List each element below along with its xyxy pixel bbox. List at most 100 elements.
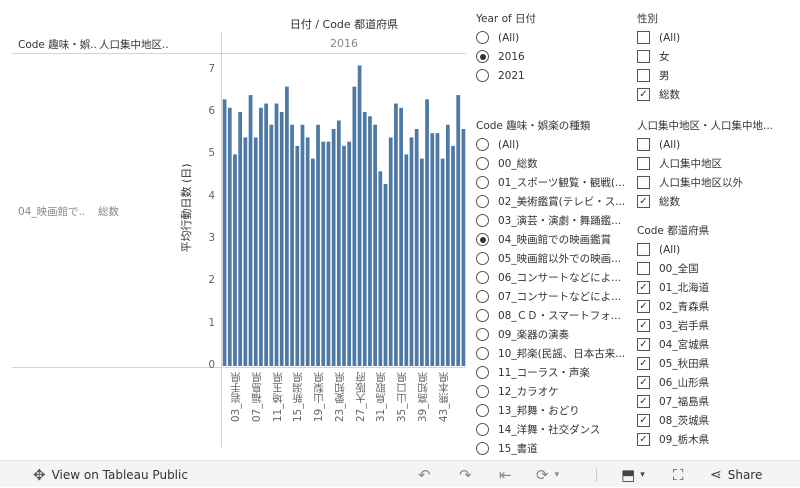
bar-25_滋賀県[interactable] — [347, 141, 352, 366]
bar-10_群馬県[interactable] — [269, 124, 274, 366]
checkbox[interactable]: ✓ — [637, 338, 650, 351]
radio-button[interactable] — [476, 157, 489, 170]
bar-28_兵庫県[interactable] — [362, 112, 367, 366]
bar-20_長野県[interactable] — [321, 141, 326, 366]
bar-14_神奈川県[interactable] — [290, 124, 294, 366]
pref-filter-option[interactable]: (All) — [637, 240, 785, 259]
radio-button[interactable] — [476, 252, 489, 265]
download-button[interactable]: ⬒ ▾ — [621, 461, 645, 488]
bar-42_長崎県[interactable] — [435, 133, 440, 366]
area-filter-option[interactable]: (All) — [637, 135, 785, 154]
checkbox[interactable]: ✓ — [637, 433, 650, 446]
bar-41_佐賀県[interactable] — [430, 133, 435, 366]
sex-filter-option[interactable]: 女 — [637, 47, 785, 66]
radio-button[interactable] — [476, 309, 489, 322]
radio-button[interactable] — [476, 138, 489, 151]
bar-11_埼玉県[interactable] — [274, 103, 279, 366]
radio-button[interactable] — [476, 214, 489, 227]
radio-button[interactable] — [476, 328, 489, 341]
hobby-filter-option[interactable]: 14_洋舞・社交ダンス — [476, 420, 628, 439]
bar-06_山形県[interactable] — [248, 95, 253, 366]
hobby-filter-option[interactable]: 03_演芸・演劇・舞踊鑑... — [476, 211, 628, 230]
pref-filter-option[interactable]: ✓ 09_栃木県 — [637, 430, 785, 449]
row-label-area[interactable]: 総数 — [98, 206, 119, 218]
bar-02_青森県[interactable] — [227, 107, 232, 366]
checkbox[interactable] — [637, 262, 650, 275]
checkbox[interactable]: ✓ — [637, 376, 650, 389]
bar-23_愛知県[interactable] — [336, 120, 341, 367]
hobby-filter-option[interactable]: 10_邦楽(民謡、日本古来... — [476, 344, 628, 363]
checkbox[interactable] — [637, 138, 650, 151]
bar-08_茨城県[interactable] — [259, 107, 263, 366]
bar-16_富山県[interactable] — [300, 124, 305, 366]
radio-button[interactable] — [476, 31, 489, 44]
year-filter-option[interactable]: (All) — [476, 28, 626, 47]
pref-filter-option[interactable]: ✓ 02_青森県 — [637, 297, 785, 316]
bar-36_徳島県[interactable] — [404, 154, 409, 366]
bar-29_奈良県[interactable] — [368, 116, 372, 366]
checkbox[interactable]: ✓ — [637, 195, 650, 208]
row-header-hobby[interactable]: Code 趣味・娯.. — [18, 39, 97, 51]
bar-37_香川県[interactable] — [409, 137, 414, 366]
hobby-filter-option[interactable]: 00_総数 — [476, 154, 628, 173]
radio-button[interactable] — [476, 442, 489, 455]
bar-44_大分県[interactable] — [445, 124, 450, 366]
pref-filter-option[interactable]: ✓ 08_茨城県 — [637, 411, 785, 430]
bar-43_熊本県[interactable] — [440, 158, 445, 366]
pref-filter-option[interactable]: ✓ 03_岩手県 — [637, 316, 785, 335]
radio-button[interactable] — [476, 195, 489, 208]
bar-46_鹿児島県[interactable] — [456, 95, 461, 366]
hobby-filter-option[interactable]: 06_コンサートなどによ... — [476, 268, 628, 287]
checkbox[interactable]: ✓ — [637, 414, 650, 427]
bar-38_愛媛県[interactable] — [414, 128, 419, 366]
checkbox[interactable] — [637, 157, 650, 170]
radio-button[interactable] — [476, 271, 489, 284]
bar-40_福岡県[interactable] — [425, 99, 429, 366]
pref-filter-option[interactable]: ✓ 07_福島県 — [637, 392, 785, 411]
pref-filter-option[interactable]: ✓ 05_秋田県 — [637, 354, 785, 373]
hobby-filter-option[interactable]: 09_楽器の演奏 — [476, 325, 628, 344]
bar-01_北海道[interactable] — [222, 99, 227, 366]
bar-09_栃木県[interactable] — [264, 103, 268, 366]
pref-filter-option[interactable]: ✓ 06_山形県 — [637, 373, 785, 392]
year-filter-option[interactable]: 2016 — [476, 47, 626, 66]
pref-filter-option[interactable]: 00_全国 — [637, 259, 785, 278]
bar-17_石川県[interactable] — [305, 137, 310, 366]
bar-39_高知県[interactable] — [420, 158, 424, 366]
undo-button[interactable]: ↶ — [418, 461, 431, 488]
bar-35_山口県[interactable] — [399, 107, 403, 366]
checkbox[interactable] — [637, 31, 650, 44]
hobby-filter-option[interactable]: 05_映画館以外での映画... — [476, 249, 628, 268]
bar-26_京都府[interactable] — [352, 86, 357, 366]
bar-47_沖縄県[interactable] — [461, 128, 466, 366]
sex-filter-option[interactable]: ✓ 総数 — [637, 85, 785, 104]
hobby-filter-option[interactable]: 15_書道 — [476, 439, 628, 458]
bar-30_和歌山県[interactable] — [373, 124, 378, 366]
checkbox[interactable] — [637, 69, 650, 82]
bar-15_新潟県[interactable] — [295, 145, 300, 366]
hobby-filter-option[interactable]: 02_美術鑑賞(テレビ・ス... — [476, 192, 628, 211]
pref-filter-option[interactable]: ✓ 04_宮城県 — [637, 335, 785, 354]
bar-03_岩手県[interactable] — [233, 154, 237, 366]
hobby-filter-option[interactable]: (All) — [476, 135, 628, 154]
refresh-button[interactable]: ⟳ ▾ — [536, 461, 559, 488]
radio-button[interactable] — [476, 50, 489, 63]
checkbox[interactable]: ✓ — [637, 395, 650, 408]
bar-27_大阪府[interactable] — [357, 65, 362, 366]
checkbox[interactable]: ✓ — [637, 88, 650, 101]
checkbox[interactable]: ✓ — [637, 300, 650, 313]
radio-button[interactable] — [476, 404, 489, 417]
bar-07_福島県[interactable] — [253, 137, 258, 366]
redo-button[interactable]: ↷ — [459, 461, 472, 488]
pref-filter-option[interactable]: ✓ 01_北海道 — [637, 278, 785, 297]
area-filter-option[interactable]: 人口集中地区 — [637, 154, 785, 173]
year-filter-option[interactable]: 2021 — [476, 66, 626, 85]
radio-button[interactable] — [476, 423, 489, 436]
bar-05_秋田県[interactable] — [243, 137, 248, 366]
revert-button[interactable]: ⇤ — [499, 461, 512, 488]
hobby-filter-option[interactable]: 04_映画館での映画鑑賞 — [476, 230, 628, 249]
radio-button[interactable] — [476, 176, 489, 189]
bar-34_広島県[interactable] — [394, 103, 398, 366]
hobby-filter-option[interactable]: 08_ＣＤ・スマートフォ... — [476, 306, 628, 325]
view-on-tableau-public-link[interactable]: ✥ View on Tableau Public — [33, 461, 188, 488]
